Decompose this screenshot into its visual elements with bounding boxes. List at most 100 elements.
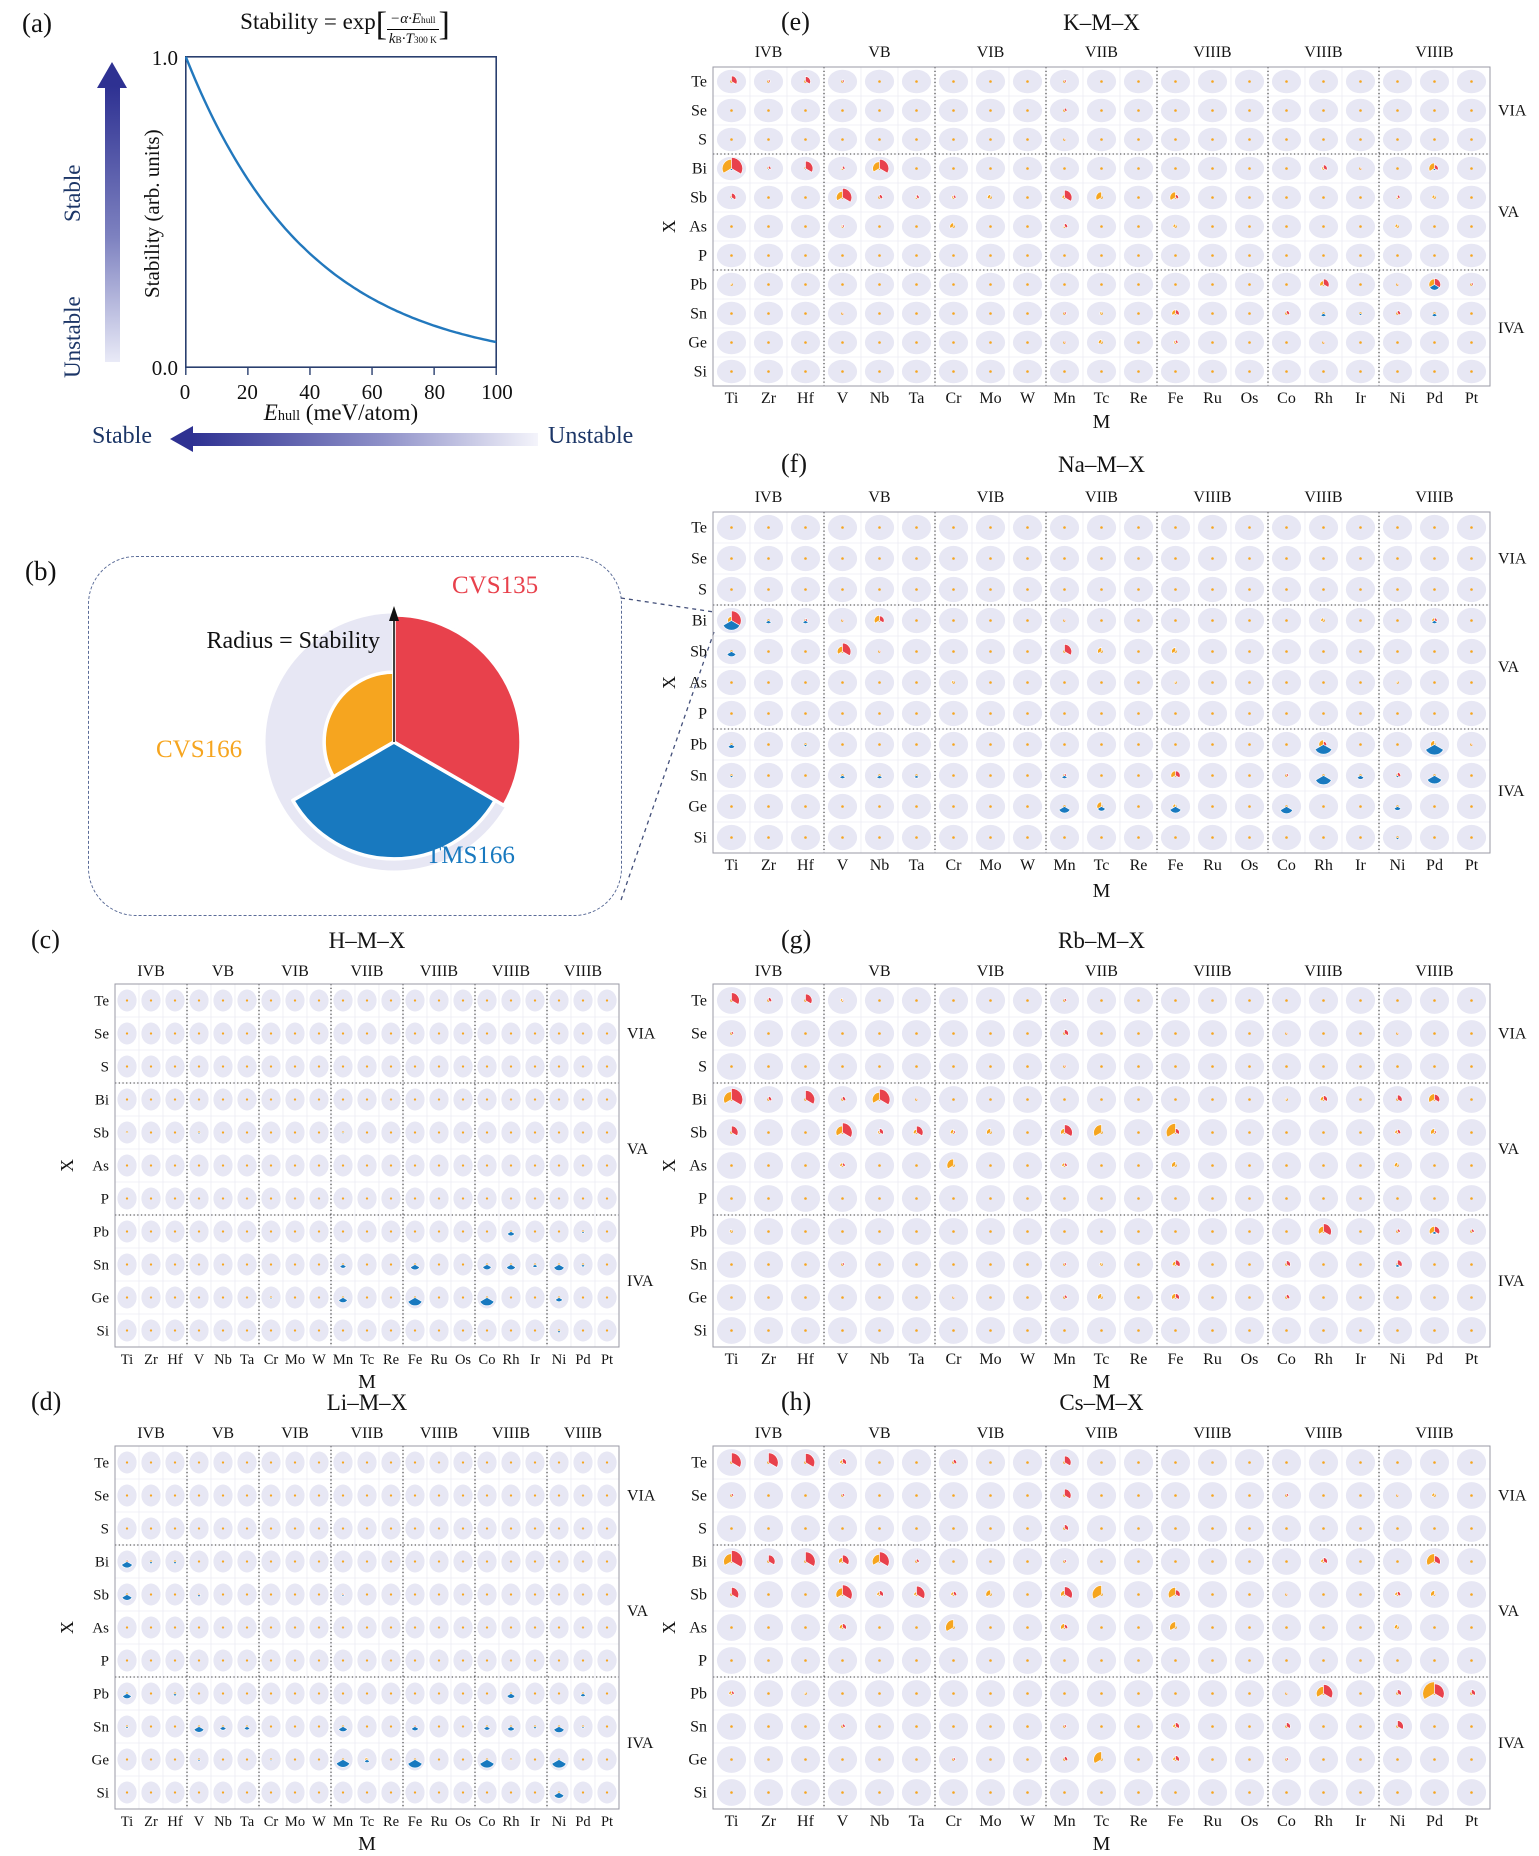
row-group-label: IVA bbox=[1498, 1273, 1525, 1290]
marker-wedge-red bbox=[842, 165, 846, 171]
marker-wedge-orange bbox=[946, 1158, 954, 1170]
x-axis-group-label: X bbox=[57, 1621, 77, 1634]
col-label: Fe bbox=[1168, 1813, 1184, 1830]
row-label: Sb bbox=[93, 1126, 109, 1142]
col-group-header: VIB bbox=[977, 963, 1005, 980]
marker-wedge-orange bbox=[1169, 1621, 1176, 1631]
col-label: Rh bbox=[1314, 857, 1333, 874]
marker-wedge-red bbox=[916, 1125, 924, 1137]
marker-wedge-red bbox=[1064, 189, 1073, 202]
marker-wedge-orange bbox=[840, 998, 843, 1002]
col-label: Hf bbox=[167, 1814, 182, 1830]
formula-bracket-right: ] bbox=[438, 6, 450, 43]
marker-wedge-red bbox=[1434, 1093, 1440, 1103]
marker-wedge-red bbox=[953, 1757, 956, 1761]
col-label: Ir bbox=[1355, 390, 1366, 407]
row-label: P bbox=[698, 1191, 707, 1208]
marker-wedge-blue bbox=[580, 1231, 586, 1234]
marker-wedge-red bbox=[879, 1590, 884, 1597]
row-group-label: VIA bbox=[1498, 1488, 1527, 1505]
marker-wedge-red bbox=[1064, 340, 1067, 344]
marker-wedge-red bbox=[731, 1452, 742, 1468]
marker-wedge-orange bbox=[729, 283, 732, 286]
marker-wedge-blue bbox=[532, 1264, 538, 1268]
col-label: Ir bbox=[530, 1814, 540, 1830]
row-label: Pb bbox=[93, 1225, 109, 1241]
col-label: Co bbox=[479, 1352, 496, 1368]
marker-wedge-blue bbox=[125, 1132, 129, 1134]
marker-wedge-orange bbox=[1431, 1492, 1435, 1498]
xtick-60: 60 bbox=[361, 380, 383, 404]
cell-backgrounds bbox=[716, 69, 1487, 384]
marker-wedge-red bbox=[1175, 339, 1179, 345]
marker-wedge-red bbox=[126, 1559, 129, 1563]
marker-wedge-red bbox=[1286, 1722, 1291, 1729]
marker-wedge-red bbox=[731, 192, 737, 201]
marker-wedge-red bbox=[953, 194, 957, 200]
col-label: Ta bbox=[909, 1351, 925, 1368]
marker-wedge-blue bbox=[1393, 806, 1402, 811]
marker-wedge-orange bbox=[1172, 223, 1176, 229]
marker-wedge-blue bbox=[193, 1726, 205, 1733]
marker-wedge-blue bbox=[407, 1759, 423, 1769]
marker-wedge-orange bbox=[1171, 647, 1176, 654]
row-group-label: IVA bbox=[627, 1735, 654, 1752]
row-label: Se bbox=[691, 551, 707, 568]
row-label: Sn bbox=[93, 1258, 109, 1274]
panel-letter: (d) bbox=[31, 1387, 61, 1416]
marker-wedge-red bbox=[768, 996, 772, 1003]
x-axis-ticks: 0 20 40 60 80 100 bbox=[159, 380, 523, 405]
col-label: Mo bbox=[979, 1813, 1001, 1830]
marker-wedge-orange bbox=[951, 680, 954, 684]
row-label: Se bbox=[691, 1026, 707, 1043]
marker-wedge-red bbox=[1323, 164, 1328, 171]
marker-wedge-red bbox=[1434, 1592, 1437, 1596]
formula-numerator: −α·E bbox=[390, 10, 422, 27]
col-label: Co bbox=[479, 1814, 496, 1830]
row-group-label: VIA bbox=[1498, 1026, 1527, 1043]
marker-wedge-blue bbox=[506, 1231, 516, 1237]
row-label: Bi bbox=[692, 161, 708, 178]
col-label: W bbox=[1020, 857, 1036, 874]
marker-wedge-red bbox=[1397, 1228, 1401, 1234]
row-group-label: IVA bbox=[1498, 1735, 1525, 1752]
panel-letter: (h) bbox=[781, 1387, 811, 1416]
col-label: Pd bbox=[575, 1352, 591, 1368]
col-label: Fe bbox=[408, 1352, 423, 1368]
stable-arrow-head-icon bbox=[170, 426, 193, 452]
cell-backgrounds bbox=[117, 1451, 617, 1804]
panel-texts: (c) H–M–X IVB VB VIB VIIB VIIIB VIIIB VIIIB Te Se S… bbox=[31, 925, 656, 1393]
xtick-0: 0 bbox=[179, 380, 191, 404]
marker-wedge-orange bbox=[1394, 1161, 1398, 1168]
cell-backgrounds bbox=[716, 987, 1487, 1344]
marker-wedge-red bbox=[1064, 1029, 1069, 1036]
marker-wedge-blue bbox=[1058, 806, 1071, 814]
marker-wedge-red bbox=[731, 1031, 734, 1035]
marker-wedge-orange bbox=[986, 1128, 991, 1135]
marker-wedge-red bbox=[879, 649, 882, 653]
marker-wedge-blue bbox=[802, 620, 809, 624]
col-group-header: VIIIB bbox=[1193, 489, 1231, 506]
row-label: Se bbox=[94, 1489, 109, 1505]
col-label: V bbox=[194, 1814, 205, 1830]
col-group-header: VIIIB bbox=[1415, 963, 1453, 980]
row-label: Bi bbox=[95, 1093, 109, 1109]
marker-wedge-blue bbox=[124, 1726, 130, 1729]
row-label: P bbox=[698, 1653, 707, 1670]
panel-title: Na–M–X bbox=[1058, 452, 1145, 477]
marker-wedge-blue bbox=[1426, 775, 1443, 785]
marker-wedge-red bbox=[1175, 1128, 1180, 1135]
marker-wedge-red bbox=[842, 642, 852, 657]
col-label: Tc bbox=[360, 1814, 374, 1830]
col-label: Hf bbox=[797, 857, 815, 874]
row-label: Pb bbox=[690, 1686, 707, 1703]
marker-wedge-orange bbox=[1431, 194, 1435, 200]
row-label: Pb bbox=[690, 277, 707, 294]
row-group-label: VIA bbox=[627, 1026, 656, 1043]
col-group-header: IVB bbox=[755, 963, 783, 980]
xlabel-E: E bbox=[263, 400, 278, 425]
marker-wedge-red bbox=[731, 1550, 743, 1568]
xtick-20: 20 bbox=[236, 380, 258, 404]
col-label: Rh bbox=[503, 1352, 521, 1368]
